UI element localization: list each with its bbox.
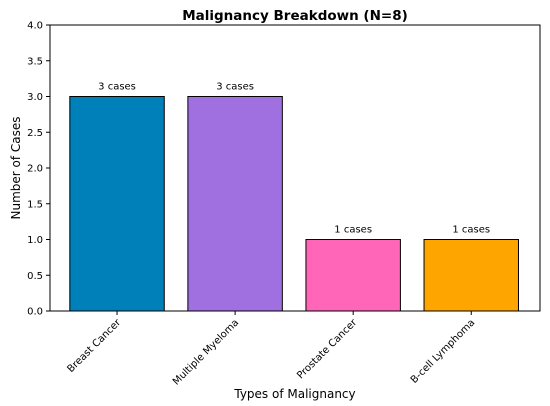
data-label: 3 cases <box>216 82 254 93</box>
data-label: 3 cases <box>98 82 136 93</box>
y-tick-label: 2.5 <box>27 128 43 139</box>
x-axis-ticks: Breast Cancer Multiple Myeloma Prostate Ca… <box>65 311 477 388</box>
y-tick-label: 3.5 <box>27 56 43 67</box>
x-tick-label: B-cell Lymphoma <box>409 317 477 385</box>
data-label: 1 cases <box>452 225 490 236</box>
y-tick-label: 1.0 <box>27 235 43 246</box>
bar-prostate-cancer <box>305 239 401 312</box>
bars-layer <box>69 96 519 312</box>
y-tick-label: 2.0 <box>27 164 43 175</box>
x-tick-label: Prostate Cancer <box>295 317 360 382</box>
bar-b-cell-lymphoma <box>423 239 519 312</box>
x-tick-label: Breast Cancer <box>65 317 123 375</box>
y-axis-ticks: 0.0 0.5 1.0 1.5 2.0 2.5 3.0 3.5 4.0 <box>27 21 50 318</box>
data-label: 1 cases <box>334 225 372 236</box>
y-tick-label: 1.5 <box>27 199 43 210</box>
y-tick-label: 3.0 <box>27 92 43 103</box>
x-tick-label: Multiple Myeloma <box>171 317 241 387</box>
y-tick-label: 0.5 <box>27 271 43 282</box>
chart-title: Malignancy Breakdown (N=8) <box>182 8 408 24</box>
plot-area: 3 cases 3 cases 1 cases 1 cases 0.0 0.5 1.0 1.… <box>27 21 541 388</box>
x-axis-label: Types of Malignancy <box>233 387 355 401</box>
y-tick-label: 4.0 <box>27 21 43 32</box>
bar-multiple-myeloma <box>187 96 283 312</box>
y-axis-label: Number of Cases <box>9 116 23 219</box>
bar-breast-cancer <box>69 96 165 312</box>
y-tick-label: 0.0 <box>27 307 43 318</box>
data-labels-layer: 3 cases 3 cases 1 cases 1 cases <box>98 82 490 236</box>
